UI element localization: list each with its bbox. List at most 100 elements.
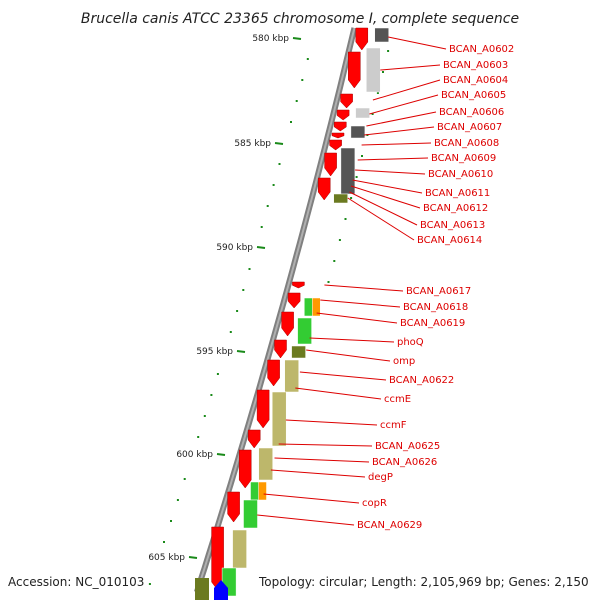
minor-tick — [260, 226, 263, 228]
gene-leader-line — [364, 126, 435, 136]
gene-label: BCAN_A0629 — [357, 520, 422, 531]
minor-tick — [338, 239, 341, 241]
minor-tick — [170, 520, 172, 522]
gene-leader-line — [285, 419, 378, 426]
minor-tick — [236, 310, 239, 312]
gene-label: phoQ — [397, 337, 424, 348]
cog-feature-box — [374, 27, 389, 43]
forward-gene-arrow — [340, 93, 353, 109]
forward-gene-arrow — [227, 491, 240, 523]
cog-feature-box — [195, 578, 209, 600]
gene-label: BCAN_A0607 — [437, 122, 502, 133]
gene-leader-line — [306, 349, 391, 362]
minor-tick — [203, 415, 206, 417]
gene-label: BCAN_A0611 — [425, 188, 490, 199]
gene-leader-line — [316, 312, 398, 324]
forward-gene-arrow — [329, 139, 342, 151]
forward-gene-arrow — [256, 389, 270, 429]
gene-leader-line — [366, 111, 437, 127]
major-tick — [256, 246, 266, 249]
gene-leader-line — [257, 514, 355, 526]
minor-tick — [278, 163, 281, 165]
minor-tick — [387, 50, 390, 52]
map-title: Brucella canis ATCC 23365 chromosome I, … — [81, 11, 519, 27]
gene-leader-line — [369, 94, 439, 115]
gene-label: BCAN_A0606 — [439, 107, 504, 118]
minor-tick — [301, 79, 304, 81]
minor-tick — [376, 92, 379, 94]
gene-label: BCAN_A0619 — [400, 318, 465, 329]
forward-gene-arrow — [247, 429, 261, 449]
gene-leader-line — [355, 169, 426, 175]
minor-tick — [242, 289, 245, 291]
major-tick — [216, 453, 226, 456]
tick-label: 600 kbp — [176, 450, 213, 460]
gene-leader-line — [372, 79, 441, 101]
gene-leader-line — [274, 457, 370, 463]
gene-leader-line — [309, 337, 395, 343]
minor-tick — [344, 218, 347, 220]
reverse-gene-arrow — [214, 580, 228, 600]
forward-gene-arrow — [336, 109, 350, 121]
forward-gene-arrow — [348, 51, 361, 89]
tick-label: 585 kbp — [234, 139, 271, 149]
cog-feature-box — [243, 499, 258, 529]
accession-text: Accession: NC_010103 — [8, 575, 145, 589]
minor-tick — [272, 184, 275, 186]
gene-leader-line — [361, 142, 432, 146]
tick-label: 605 kbp — [148, 553, 185, 563]
minor-tick — [148, 583, 151, 585]
gene-leader-line — [357, 157, 429, 161]
minor-tick — [197, 436, 200, 438]
minor-tick — [355, 176, 358, 178]
forward-gene-arrow — [355, 27, 369, 51]
gene-label: BCAN_A0612 — [423, 203, 488, 214]
gene-leader-line — [347, 197, 415, 241]
major-tick — [274, 142, 284, 145]
forward-gene-arrow — [274, 339, 287, 359]
cog-feature-box — [232, 529, 247, 569]
gene-label: BCAN_A0610 — [428, 169, 493, 180]
forward-gene-arrow — [287, 292, 301, 309]
minor-tick — [333, 260, 336, 262]
gene-leader-line — [388, 36, 447, 50]
tick-label: 595 kbp — [196, 347, 233, 357]
gene-label: BCAN_A0622 — [389, 375, 454, 386]
gene-label: BCAN_A0602 — [449, 44, 514, 55]
forward-gene-arrow — [267, 359, 280, 387]
minor-tick — [210, 394, 213, 396]
gene-label: BCAN_A0603 — [443, 60, 508, 71]
gene-leader-line — [350, 185, 421, 209]
cog-feature-box — [258, 481, 267, 501]
cog-feature-box — [333, 193, 348, 204]
gene-leader-line — [380, 64, 441, 71]
minor-tick — [290, 121, 292, 123]
gene-label: ccmF — [380, 420, 407, 431]
gene-leader-line — [349, 191, 418, 226]
cog-feature-box — [350, 125, 366, 139]
topology-summary: Topology: circular; Length: 2,105,969 bp… — [259, 575, 589, 589]
gene-label: ccmE — [384, 394, 411, 405]
minor-tick — [183, 478, 186, 480]
tick-label: 580 kbp — [252, 34, 289, 44]
minor-tick — [266, 205, 269, 207]
gene-leader-line — [295, 387, 382, 400]
gene-label: BCAN_A0625 — [375, 441, 440, 452]
minor-tick — [229, 331, 232, 333]
gene-label: BCAN_A0613 — [420, 220, 485, 231]
major-tick — [292, 37, 302, 40]
forward-gene-arrow — [317, 177, 331, 201]
gene-leader-line — [270, 469, 366, 478]
gene-label: BCAN_A0608 — [434, 138, 499, 149]
cog-feature-box — [297, 317, 312, 345]
cog-feature-box — [366, 47, 381, 93]
gene-leader-line — [278, 443, 373, 447]
gene-leader-line — [263, 493, 360, 504]
major-tick — [188, 556, 198, 559]
gene-label: degP — [368, 472, 393, 483]
backbone-highlight — [195, 27, 356, 593]
minor-tick — [327, 281, 330, 283]
minor-tick — [361, 155, 363, 157]
minor-tick — [350, 197, 353, 199]
backbone-outer — [194, 27, 358, 593]
